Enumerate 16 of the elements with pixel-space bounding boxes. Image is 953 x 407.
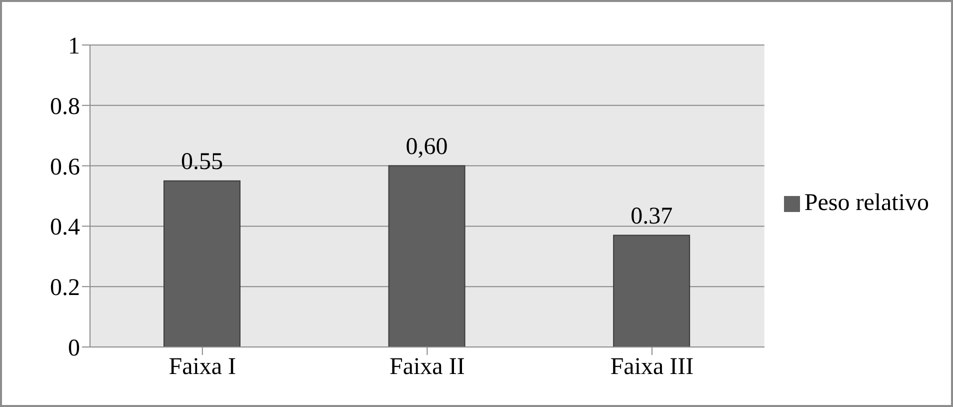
y-tick-label: 0: [68, 336, 80, 362]
data-label: 0.37: [630, 203, 673, 230]
y-tick-label: 0.8: [50, 94, 80, 120]
x-tick-label: Faixa II: [390, 354, 465, 380]
legend-label: Peso relativo: [804, 190, 929, 216]
x-tick-label: Faixa III: [610, 354, 694, 380]
bar: [164, 180, 240, 347]
x-tick-label: Faixa I: [168, 354, 236, 380]
y-tick-label: 0.6: [50, 154, 80, 180]
data-label: 0,60: [406, 134, 448, 160]
y-tick-label: 1: [68, 34, 80, 60]
bar: [388, 165, 466, 347]
bar: [613, 234, 690, 347]
y-tick-label: 0.4: [50, 214, 80, 241]
data-label: 0.55: [181, 148, 223, 175]
y-tick-label: 0.2: [50, 275, 80, 302]
